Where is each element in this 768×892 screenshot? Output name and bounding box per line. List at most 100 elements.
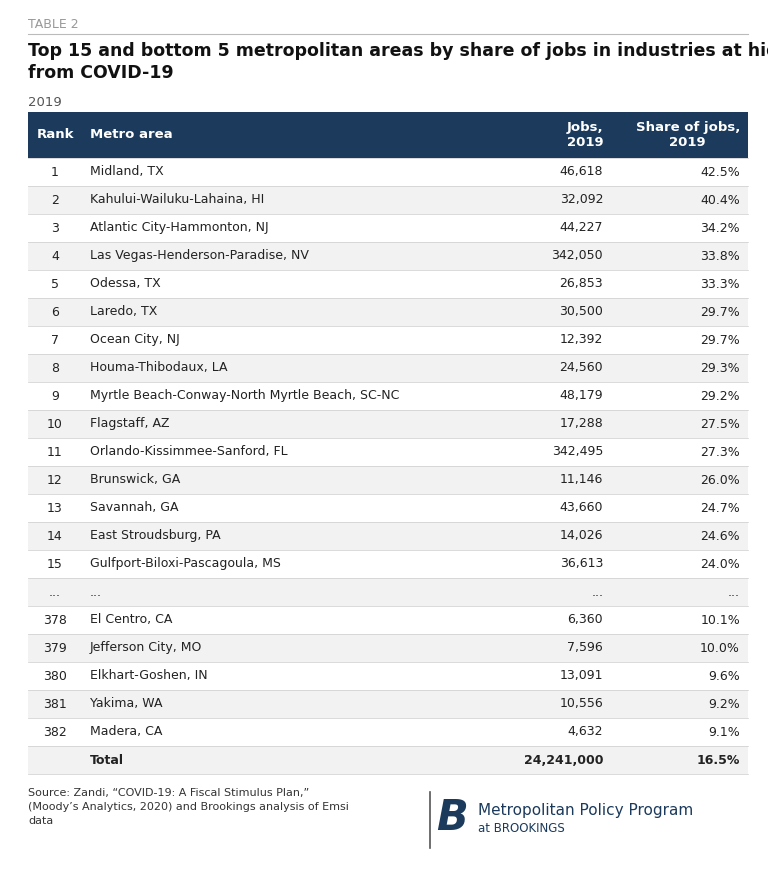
Text: Myrtle Beach-Conway-North Myrtle Beach, SC-NC: Myrtle Beach-Conway-North Myrtle Beach, … [90, 390, 399, 402]
Bar [28, 438, 748, 466]
Text: Metropolitan Policy Program: Metropolitan Policy Program [478, 803, 694, 817]
Bar [28, 494, 748, 522]
Text: 10.0%: 10.0% [700, 641, 740, 655]
Text: 24.7%: 24.7% [700, 501, 740, 515]
Text: Savannah, GA: Savannah, GA [90, 501, 178, 515]
Text: 10: 10 [47, 417, 63, 431]
Text: Share of jobs,
2019: Share of jobs, 2019 [636, 121, 740, 149]
Text: 26.0%: 26.0% [700, 474, 740, 486]
Text: 10,556: 10,556 [559, 698, 603, 711]
Bar [28, 578, 748, 606]
Bar [28, 158, 748, 186]
Text: 11,146: 11,146 [560, 474, 603, 486]
Bar [28, 522, 748, 550]
Text: Atlantic City-Hammonton, NJ: Atlantic City-Hammonton, NJ [90, 221, 269, 235]
Bar [28, 634, 748, 662]
Text: 4,632: 4,632 [568, 725, 603, 739]
Text: 1: 1 [51, 166, 59, 178]
Text: 14: 14 [47, 530, 63, 542]
Text: 29.2%: 29.2% [700, 390, 740, 402]
Text: Madera, CA: Madera, CA [90, 725, 162, 739]
Text: 24,241,000: 24,241,000 [524, 754, 603, 766]
Text: 380: 380 [43, 670, 67, 682]
Text: 48,179: 48,179 [560, 390, 603, 402]
Text: Midland, TX: Midland, TX [90, 166, 164, 178]
Text: 3: 3 [51, 221, 59, 235]
Text: 342,050: 342,050 [551, 250, 603, 262]
Text: 2: 2 [51, 194, 59, 207]
Text: Rank: Rank [36, 128, 74, 142]
Text: Odessa, TX: Odessa, TX [90, 277, 161, 291]
Text: 24,560: 24,560 [560, 361, 603, 375]
Text: 34.2%: 34.2% [700, 221, 740, 235]
Text: Top 15 and bottom 5 metropolitan areas by share of jobs in industries at high ri: Top 15 and bottom 5 metropolitan areas b… [28, 42, 768, 81]
Bar [28, 326, 748, 354]
Text: 11: 11 [47, 445, 63, 458]
Text: 29.7%: 29.7% [700, 334, 740, 346]
Text: Elkhart-Goshen, IN: Elkhart-Goshen, IN [90, 670, 207, 682]
Text: 15: 15 [47, 558, 63, 571]
Bar [28, 550, 748, 578]
Text: 44,227: 44,227 [560, 221, 603, 235]
Text: 2019: 2019 [28, 96, 61, 109]
Text: 26,853: 26,853 [560, 277, 603, 291]
Bar [28, 298, 748, 326]
Text: 9: 9 [51, 390, 59, 402]
Text: 6,360: 6,360 [568, 614, 603, 626]
Bar [28, 382, 748, 410]
Text: 4: 4 [51, 250, 59, 262]
Text: 43,660: 43,660 [560, 501, 603, 515]
Text: 9.2%: 9.2% [708, 698, 740, 711]
Text: 33.3%: 33.3% [700, 277, 740, 291]
Text: 378: 378 [43, 614, 67, 626]
Text: 8: 8 [51, 361, 59, 375]
Text: 27.5%: 27.5% [700, 417, 740, 431]
Text: 7,596: 7,596 [568, 641, 603, 655]
Text: 381: 381 [43, 698, 67, 711]
Text: Total: Total [90, 754, 124, 766]
Bar [28, 214, 748, 242]
Text: Source: Zandi, “COVID-19: A Fiscal Stimulus Plan,”
(Moody’s Analytics, 2020) and: Source: Zandi, “COVID-19: A Fiscal Stimu… [28, 788, 349, 826]
Text: 13,091: 13,091 [560, 670, 603, 682]
Bar [28, 410, 748, 438]
Text: ...: ... [591, 585, 603, 599]
Text: Kahului-Wailuku-Lahaina, HI: Kahului-Wailuku-Lahaina, HI [90, 194, 264, 207]
Text: Metro area: Metro area [90, 128, 173, 142]
Text: 16.5%: 16.5% [697, 754, 740, 766]
Text: 379: 379 [43, 641, 67, 655]
Text: 9.1%: 9.1% [708, 725, 740, 739]
Text: Orlando-Kissimmee-Sanford, FL: Orlando-Kissimmee-Sanford, FL [90, 445, 288, 458]
Text: 382: 382 [43, 725, 67, 739]
Text: 33.8%: 33.8% [700, 250, 740, 262]
Text: ...: ... [90, 585, 102, 599]
Bar [28, 354, 748, 382]
Text: 7: 7 [51, 334, 59, 346]
Text: Yakima, WA: Yakima, WA [90, 698, 163, 711]
Text: 24.6%: 24.6% [700, 530, 740, 542]
Text: 6: 6 [51, 305, 59, 318]
Text: Houma-Thibodaux, LA: Houma-Thibodaux, LA [90, 361, 227, 375]
Bar [28, 690, 748, 718]
Text: 10.1%: 10.1% [700, 614, 740, 626]
Text: 5: 5 [51, 277, 59, 291]
Text: 36,613: 36,613 [560, 558, 603, 571]
Text: El Centro, CA: El Centro, CA [90, 614, 172, 626]
Bar [28, 186, 748, 214]
Text: 29.7%: 29.7% [700, 305, 740, 318]
Bar [28, 270, 748, 298]
Text: 13: 13 [47, 501, 63, 515]
Text: East Stroudsburg, PA: East Stroudsburg, PA [90, 530, 220, 542]
Text: 27.3%: 27.3% [700, 445, 740, 458]
Text: Jobs,
2019: Jobs, 2019 [567, 121, 603, 149]
Text: Brunswick, GA: Brunswick, GA [90, 474, 180, 486]
Bar [28, 466, 748, 494]
Text: ...: ... [49, 585, 61, 599]
Bar [28, 718, 748, 746]
Text: 342,495: 342,495 [552, 445, 603, 458]
Text: 24.0%: 24.0% [700, 558, 740, 571]
Text: 32,092: 32,092 [560, 194, 603, 207]
Text: Laredo, TX: Laredo, TX [90, 305, 157, 318]
Bar [28, 662, 748, 690]
Bar [28, 606, 748, 634]
Text: 14,026: 14,026 [560, 530, 603, 542]
